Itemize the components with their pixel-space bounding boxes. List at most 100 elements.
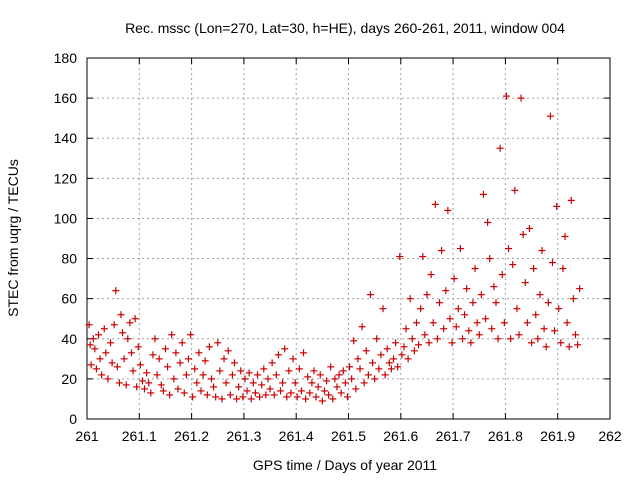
data-point — [239, 393, 247, 401]
data-point — [475, 331, 483, 339]
data-point — [404, 355, 412, 363]
data-point — [377, 351, 385, 359]
data-point — [89, 335, 97, 343]
data-point — [389, 355, 397, 363]
data-point — [226, 391, 234, 399]
data-point — [402, 325, 410, 333]
data-point — [306, 389, 314, 397]
data-point — [258, 381, 266, 389]
data-point — [569, 295, 577, 303]
data-point — [505, 245, 513, 253]
data-point — [129, 367, 137, 375]
data-point — [381, 371, 389, 379]
y-axis-label: STEC from uqrg / TECUs — [5, 159, 21, 317]
data-point — [488, 325, 496, 333]
data-point — [166, 391, 174, 399]
data-point — [300, 349, 308, 357]
data-point — [417, 305, 425, 313]
data-point — [425, 339, 433, 347]
data-point — [92, 365, 100, 373]
data-point — [431, 200, 439, 208]
data-point — [293, 393, 301, 401]
data-point — [553, 202, 561, 210]
data-point — [201, 357, 209, 365]
data-point — [354, 355, 362, 363]
data-point — [523, 319, 531, 327]
data-point — [182, 371, 190, 379]
data-point — [534, 335, 542, 343]
data-point — [385, 359, 393, 367]
data-point — [567, 196, 575, 204]
data-point — [302, 395, 310, 403]
data-point — [494, 335, 502, 343]
data-point — [138, 377, 146, 385]
data-point — [96, 355, 104, 363]
data-point — [161, 345, 169, 353]
data-point — [396, 253, 404, 261]
data-point — [469, 299, 477, 307]
data-point — [473, 319, 481, 327]
data-point — [195, 349, 203, 357]
data-point — [222, 379, 230, 387]
y-tick-label: 100 — [54, 210, 78, 226]
data-point — [297, 387, 305, 395]
data-point — [164, 363, 172, 371]
data-point — [463, 285, 471, 293]
data-point — [126, 319, 134, 327]
data-point — [253, 371, 261, 379]
data-point — [559, 265, 567, 273]
data-point — [467, 339, 475, 347]
data-point — [104, 375, 112, 383]
data-point — [291, 379, 299, 387]
data-point — [436, 299, 444, 307]
data-point — [490, 283, 498, 291]
y-tick-label: 40 — [61, 331, 77, 347]
data-point — [519, 230, 527, 238]
data-point — [364, 371, 372, 379]
data-point — [498, 271, 506, 279]
data-point — [502, 92, 510, 100]
data-point — [251, 389, 259, 397]
data-point — [155, 355, 163, 363]
data-point — [233, 395, 241, 403]
data-point — [444, 206, 452, 214]
data-point — [327, 363, 335, 371]
data-point — [170, 375, 178, 383]
y-tick-label: 160 — [54, 90, 78, 106]
data-point — [203, 391, 211, 399]
x-tick-label: 262 — [598, 428, 622, 444]
data-point — [500, 319, 508, 327]
data-point — [318, 397, 326, 405]
data-point — [191, 365, 199, 373]
data-point — [289, 355, 297, 363]
data-point — [210, 383, 218, 391]
data-point — [308, 379, 316, 387]
data-point — [471, 265, 479, 273]
data-point — [421, 331, 429, 339]
data-point — [496, 144, 504, 152]
data-point — [110, 321, 118, 329]
data-point — [189, 393, 197, 401]
data-point — [335, 371, 343, 379]
data-point — [100, 325, 108, 333]
data-point — [264, 375, 272, 383]
data-point — [320, 387, 328, 395]
data-point — [151, 335, 159, 343]
data-point — [329, 395, 337, 403]
data-point — [410, 347, 418, 355]
data-point — [540, 325, 548, 333]
data-point — [346, 363, 354, 371]
data-point — [149, 351, 157, 359]
data-point — [576, 285, 584, 293]
data-point — [561, 232, 569, 240]
data-point — [120, 355, 128, 363]
data-point — [337, 389, 345, 397]
data-point — [323, 377, 331, 385]
data-point — [249, 379, 257, 387]
data-point — [113, 363, 121, 371]
data-point — [383, 345, 391, 353]
data-point — [133, 383, 141, 391]
data-point — [440, 325, 448, 333]
data-point — [228, 371, 236, 379]
data-point — [350, 337, 358, 345]
